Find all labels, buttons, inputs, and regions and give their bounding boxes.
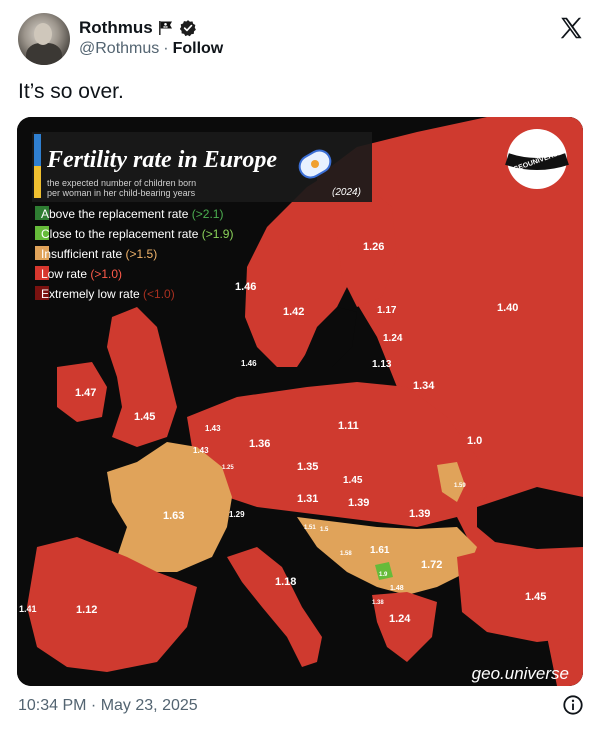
- tweet-text: It’s so over.: [18, 80, 124, 103]
- value-uk: 1.45: [134, 411, 155, 423]
- value-portugal: 1.41: [19, 604, 37, 614]
- value-switzerland: 1.29: [229, 510, 245, 519]
- value-serbia: 1.61: [370, 545, 390, 556]
- value-slovenia: 1.51: [304, 525, 316, 531]
- legend-hint-0: (>2.1): [192, 207, 224, 221]
- map-title: Fertility rate in Europe: [46, 147, 277, 173]
- value-czechia: 1.35: [297, 461, 318, 473]
- value-hungary: 1.39: [348, 497, 369, 509]
- value-kosovo: 1.9: [379, 572, 388, 578]
- value-belgium: 1.43: [193, 446, 209, 455]
- x-logo-icon[interactable]: [558, 15, 584, 41]
- svg-text:Close to the replacement rate: Close to the replacement rate (>1.9): [41, 227, 233, 241]
- value-lithuania: 1.13: [372, 359, 392, 370]
- value-belarus: 1.34: [413, 380, 435, 392]
- svg-text:Extremely low rate (<1.0): Extremely low rate (<1.0): [41, 287, 175, 301]
- display-name[interactable]: Rothmus: [79, 18, 153, 37]
- value-bulgaria: 1.72: [421, 559, 442, 571]
- map-year: (2024): [332, 187, 361, 198]
- map-subtitle-line1: the expected number of children born: [47, 178, 196, 188]
- svg-text:Above the replacement rate (>2: Above the replacement rate (>2.1): [41, 207, 223, 221]
- avatar[interactable]: [18, 13, 70, 65]
- legend-label-1: Close to the replacement rate: [41, 227, 199, 241]
- geouniverse-logo: GEOUNIVERSE: [505, 129, 569, 189]
- value-slovakia: 1.45: [343, 475, 363, 486]
- value-norway: 1.46: [235, 281, 256, 293]
- handle[interactable]: @Rothmus: [79, 40, 160, 57]
- legend-swatch-4: [35, 286, 49, 300]
- value-romania: 1.39: [409, 508, 430, 520]
- value-netherlands: 1.43: [205, 424, 221, 433]
- legend-label-4: Extremely low rate: [41, 287, 140, 301]
- svg-text:Low rate (>1.0): Low rate (>1.0): [41, 267, 122, 281]
- value-moldova: 1.59: [454, 483, 466, 489]
- separator-dot: ·: [163, 40, 169, 57]
- value-russia: 1.40: [497, 302, 518, 314]
- value-finland: 1.26: [363, 241, 384, 253]
- value-italy: 1.18: [275, 576, 296, 588]
- value-turkey: 1.45: [525, 591, 546, 603]
- value-luxembourg: 1.25: [222, 465, 234, 471]
- legend-swatch-0: [35, 206, 49, 220]
- legend-hint-4: (<1.0): [143, 287, 175, 301]
- legend-label-0: Above the replacement rate: [41, 207, 189, 221]
- value-poland: 1.11: [338, 420, 359, 432]
- value-ukraine: 1.0: [467, 435, 482, 447]
- value-latvia: 1.24: [383, 333, 403, 344]
- svg-text:Insufficient rate (>1.5): Insufficient rate (>1.5): [41, 247, 157, 261]
- watermark: geo.universe: [472, 664, 569, 683]
- legend-swatch-2: [35, 246, 49, 260]
- legend-label-2: Insufficient rate: [41, 247, 122, 261]
- europe-fertility-map: Fertility rate in Europe the expected nu…: [17, 117, 583, 686]
- tweet-timestamp[interactable]: 10:34 PM · May 23, 2025: [18, 697, 198, 714]
- value-montenegro: 1.48: [390, 585, 404, 592]
- value-albania: 1.38: [372, 600, 384, 606]
- value-bosnia: 1.58: [340, 551, 352, 557]
- map-subtitle-line2: per woman in her child-bearing years: [47, 188, 196, 198]
- legend-label-3: Low rate: [41, 267, 87, 281]
- follow-button[interactable]: Follow: [172, 40, 224, 57]
- value-sweden: 1.42: [283, 306, 304, 318]
- info-icon[interactable]: [562, 694, 584, 716]
- value-ireland: 1.47: [75, 387, 96, 399]
- value-france: 1.63: [163, 510, 184, 522]
- legend-swatch-1: [35, 226, 49, 240]
- map-image[interactable]: Fertility rate in Europe the expected nu…: [17, 117, 583, 686]
- value-austria: 1.31: [297, 493, 318, 505]
- value-spain: 1.12: [76, 604, 97, 616]
- legend-hint-1: (>1.9): [202, 227, 234, 241]
- legend-swatch-3: [35, 266, 49, 280]
- country-value-labels: 1.46 1.42 1.26 1.40 1.17 1.24 1.13 1.34 …: [19, 241, 546, 625]
- value-estonia: 1.17: [377, 305, 397, 316]
- pirate-flag-icon: [158, 21, 172, 35]
- legend-hint-3: (>1.0): [90, 267, 122, 281]
- pills-icon: [298, 149, 332, 179]
- value-germany: 1.36: [249, 438, 270, 450]
- legend: Above the replacement rate (>2.1) Close …: [35, 206, 233, 301]
- legend-hint-2: (>1.5): [126, 247, 158, 261]
- tweet-header: Rothmus @Rothmus · Follow: [0, 0, 600, 76]
- value-croatia: 1.5: [320, 527, 329, 533]
- value-macedonia: 1.24: [389, 613, 411, 625]
- handle-row: @Rothmus · Follow: [79, 40, 223, 58]
- verified-badge-icon: [179, 20, 196, 37]
- value-denmark: 1.46: [241, 359, 257, 368]
- author-name-row: Rothmus: [79, 17, 197, 39]
